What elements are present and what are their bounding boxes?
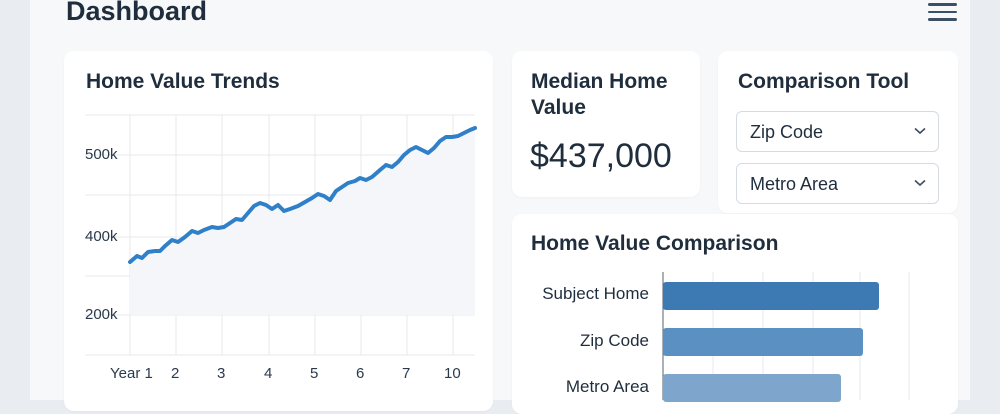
card-title: Home Value Comparison [531, 232, 779, 255]
card-title-line2: Value [531, 96, 586, 119]
zip-code-select[interactable]: Zip Code [736, 111, 939, 152]
x-axis-label: 5 [310, 365, 319, 382]
comparison-tool-card: Comparison Tool Zip Code Metro Area [718, 51, 958, 213]
bar-label: Zip Code [580, 331, 649, 350]
hamburger-menu-icon[interactable] [928, 3, 960, 25]
y-axis-label: 200k [85, 306, 118, 323]
chevron-down-icon [914, 127, 926, 135]
select-value: Metro Area [750, 174, 839, 194]
x-axis-label: 10 [444, 365, 461, 382]
bar-subject-home [663, 282, 879, 310]
median-value: $437,000 [530, 137, 672, 175]
page-title: Dashboard [66, 0, 208, 26]
card-title-line1: Median Home [531, 70, 668, 93]
x-axis-label: 4 [264, 365, 273, 382]
line-chart [85, 114, 477, 356]
card-title: Home Value Trends [86, 70, 280, 93]
chevron-down-icon [914, 179, 926, 187]
y-axis-label: 400k [85, 228, 118, 245]
metro-area-select[interactable]: Metro Area [736, 163, 939, 204]
bar-zip-code [663, 328, 863, 356]
bar-metro-area [663, 374, 841, 402]
x-axis-label: 6 [356, 365, 365, 382]
bar-label: Metro Area [565, 377, 649, 396]
y-axis-label: 500k [85, 146, 118, 163]
x-axis-label: 3 [217, 365, 226, 382]
card-title: Comparison Tool [738, 70, 910, 93]
x-axis-label: 7 [402, 365, 411, 382]
select-value: Zip Code [750, 122, 824, 142]
x-axis-label: 2 [171, 365, 180, 382]
median-home-value-card: Median Home Value $437,000 [512, 51, 700, 197]
bar-label: Subject Home [542, 284, 649, 303]
x-axis-label: Year 1 [110, 365, 153, 382]
